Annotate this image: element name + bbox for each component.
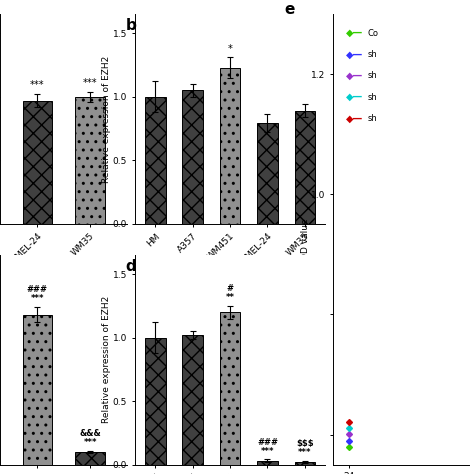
Text: ***: *** bbox=[30, 294, 44, 303]
Bar bbox=[220, 312, 240, 465]
Y-axis label: OD value: OD value bbox=[301, 219, 310, 260]
Text: $$$: $$$ bbox=[296, 439, 314, 448]
Text: ###: ### bbox=[27, 285, 47, 294]
Bar bbox=[145, 97, 165, 224]
Bar bbox=[295, 462, 315, 465]
Bar bbox=[182, 335, 203, 465]
Text: d: d bbox=[126, 259, 136, 274]
Y-axis label: Relative expression of EZH2: Relative expression of EZH2 bbox=[102, 296, 111, 423]
Text: ***: *** bbox=[261, 447, 274, 456]
Text: ***: *** bbox=[83, 438, 97, 447]
Text: ###: ### bbox=[257, 438, 278, 447]
Text: #: # bbox=[227, 284, 234, 293]
Bar bbox=[295, 111, 315, 224]
Text: Co: Co bbox=[367, 29, 378, 37]
Text: ***: *** bbox=[83, 78, 97, 88]
Bar bbox=[23, 315, 52, 465]
Bar bbox=[220, 67, 240, 224]
Text: sh: sh bbox=[367, 50, 377, 59]
Text: b: b bbox=[126, 18, 136, 33]
Bar bbox=[145, 337, 165, 465]
Text: ◆—: ◆— bbox=[346, 92, 363, 102]
Text: sh: sh bbox=[367, 114, 377, 123]
Text: ◆—: ◆— bbox=[346, 28, 363, 38]
Bar bbox=[75, 452, 105, 465]
Text: ◆—: ◆— bbox=[346, 49, 363, 60]
Bar bbox=[257, 123, 278, 224]
Text: e: e bbox=[284, 2, 294, 17]
Text: ***: *** bbox=[298, 448, 311, 457]
Text: ***: *** bbox=[30, 81, 45, 91]
Text: ◆—: ◆— bbox=[346, 71, 363, 81]
Text: &&&: &&& bbox=[79, 429, 101, 438]
Text: sh: sh bbox=[367, 72, 377, 80]
Text: sh: sh bbox=[367, 93, 377, 101]
Y-axis label: Relative expression of EZH2: Relative expression of EZH2 bbox=[102, 55, 111, 182]
Bar bbox=[75, 97, 105, 224]
Bar bbox=[257, 461, 278, 465]
Text: **: ** bbox=[226, 293, 235, 302]
Text: *: * bbox=[228, 44, 233, 54]
Bar bbox=[182, 91, 203, 224]
Text: ◆—: ◆— bbox=[346, 113, 363, 124]
Bar bbox=[23, 100, 52, 224]
